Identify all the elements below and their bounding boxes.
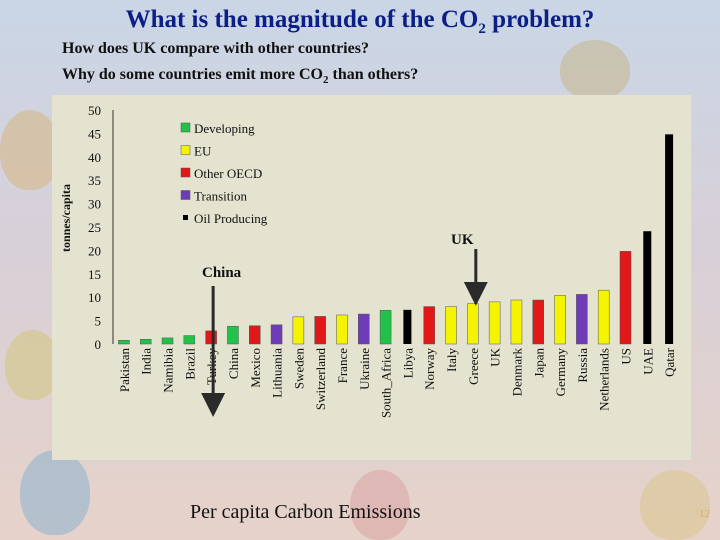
- x-tick-label: Japan: [531, 348, 546, 378]
- x-tick-label: Denmark: [509, 348, 524, 397]
- x-tick-label: Ukraine: [357, 348, 372, 390]
- bar-turkey: [205, 330, 217, 345]
- bar-india: [139, 339, 152, 345]
- background-balloon: [560, 40, 630, 100]
- bar-norway: [423, 306, 435, 345]
- y-tick-label: 15: [88, 267, 101, 282]
- x-tick-label: Libya: [400, 348, 415, 379]
- y-axis-label: tonnes/capita: [59, 184, 73, 252]
- subtitle-question-2: Why do some countries emit more CO2 than…: [62, 66, 419, 87]
- y-tick-label: 50: [88, 103, 101, 118]
- bar-denmark: [510, 299, 523, 345]
- bar-france: [336, 314, 348, 345]
- legend-swatch: [180, 190, 191, 200]
- y-tick-label: 20: [88, 243, 101, 258]
- x-tick-label: Qatar: [662, 347, 677, 377]
- y-tick-label: 10: [88, 290, 101, 305]
- x-tick-label: Russia: [575, 348, 590, 383]
- y-tick-label: 30: [88, 197, 101, 212]
- bar-south-africa: [379, 310, 392, 345]
- bar-switzerland: [314, 316, 326, 345]
- y-tick-label: 5: [95, 314, 102, 329]
- x-tick-label: Lithuania: [270, 348, 285, 398]
- x-tick-label: Netherlands: [597, 348, 612, 411]
- x-tick-label: Italy: [444, 348, 459, 372]
- bar-qatar: [665, 134, 674, 344]
- x-tick-label: Pakistan: [117, 348, 132, 393]
- y-tick-label: 45: [88, 126, 101, 141]
- y-tick-label: 0: [95, 337, 102, 352]
- annotation-china: China: [202, 265, 242, 281]
- x-tick-label: US: [618, 348, 633, 365]
- x-tick-label: India: [139, 348, 154, 375]
- background-balloon: [20, 450, 90, 535]
- bar-china: [227, 325, 239, 345]
- bar-ukraine: [358, 313, 370, 345]
- x-tick-label: Germany: [553, 348, 568, 397]
- bar-greece: [467, 303, 479, 345]
- legend-swatch: [180, 167, 191, 178]
- chart-panel: [52, 95, 691, 460]
- x-tick-label: Brazil: [182, 348, 197, 380]
- bar-libya: [403, 309, 412, 344]
- bar-mexico: [249, 325, 261, 345]
- annotation-uk: UK: [451, 232, 474, 248]
- subtitle-question-1: How does UK compare with other countries…: [62, 40, 369, 57]
- bar-uk: [488, 301, 501, 345]
- bar-uae: [643, 231, 652, 344]
- bar-japan: [532, 299, 544, 345]
- x-tick-label: UK: [488, 347, 503, 366]
- legend-label: Transition: [194, 189, 247, 204]
- bar-germany: [554, 295, 566, 345]
- x-tick-label: China: [226, 348, 241, 379]
- x-tick-label: UAE: [640, 348, 655, 375]
- y-tick-label: 25: [88, 220, 101, 235]
- bar-namibia: [161, 337, 174, 345]
- slide-title: What is the magnitude of the CO2 problem…: [125, 6, 595, 37]
- x-tick-label: Switzerland: [313, 348, 328, 411]
- bar-brazil: [183, 335, 196, 345]
- legend-label: Oil Producing: [194, 211, 268, 226]
- legend-label: Developing: [194, 121, 255, 136]
- x-tick-label: South_Africa: [379, 348, 394, 418]
- legend-label: Other OECD: [194, 166, 262, 181]
- background-balloon: [0, 110, 60, 190]
- legend-swatch: [180, 145, 191, 155]
- bar-italy: [445, 306, 457, 345]
- legend-swatch: [180, 122, 191, 133]
- background-balloon: [350, 470, 410, 540]
- x-tick-label: France: [335, 348, 350, 384]
- x-tick-label: Sweden: [291, 348, 306, 390]
- background-balloon: [640, 470, 710, 540]
- x-tick-label: Namibia: [161, 348, 176, 393]
- bar-sweden: [292, 316, 305, 345]
- page-number: 12: [699, 508, 710, 520]
- bar-us: [619, 251, 632, 345]
- bar-netherlands: [597, 289, 610, 345]
- x-tick-label: Norway: [422, 348, 437, 390]
- legend-label: EU: [194, 144, 212, 159]
- bar-pakistan: [118, 340, 130, 345]
- y-tick-label: 40: [88, 150, 101, 165]
- legend-swatch: [183, 215, 188, 220]
- chart-title: Per capita Carbon Emissions: [190, 501, 421, 523]
- y-tick-label: 35: [88, 173, 101, 188]
- bar-russia: [576, 294, 588, 345]
- x-tick-label: Greece: [466, 348, 481, 385]
- bar-lithuania: [270, 324, 283, 345]
- background-balloon: [5, 330, 60, 400]
- x-tick-label: Mexico: [248, 348, 263, 388]
